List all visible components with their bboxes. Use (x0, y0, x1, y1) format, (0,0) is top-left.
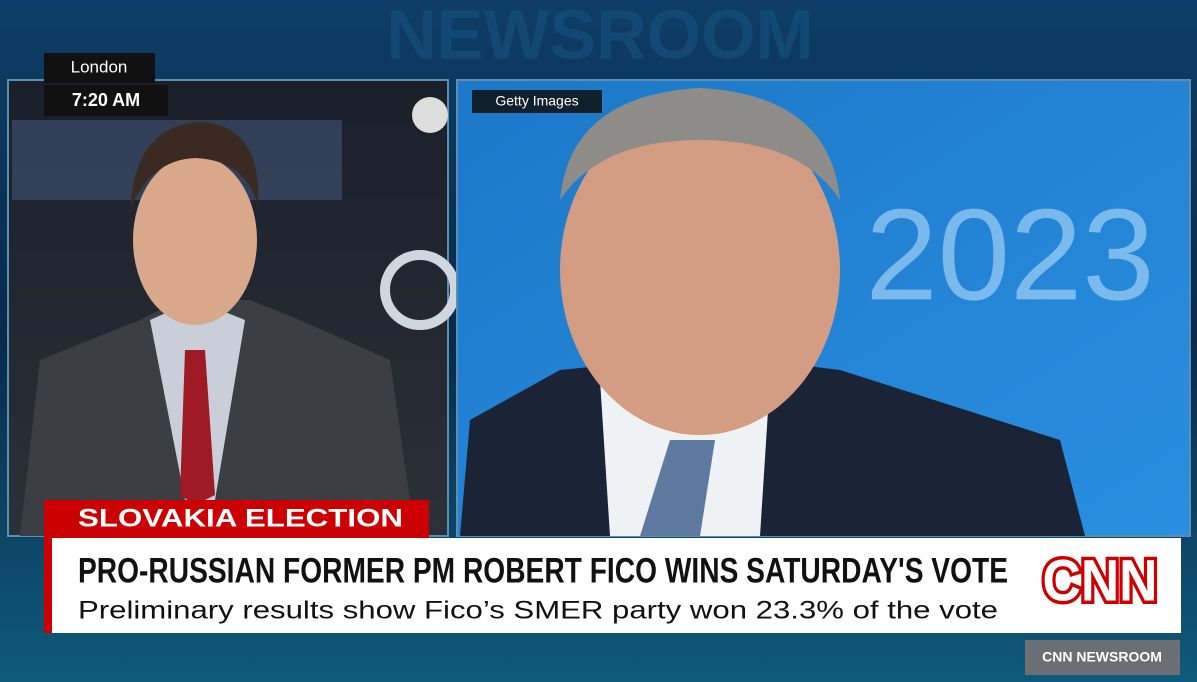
backdrop-year: 2023 (865, 181, 1154, 327)
fico-hair (560, 88, 840, 200)
time-box (44, 85, 168, 116)
lower-third-accent (44, 538, 52, 633)
show-box (1025, 640, 1180, 675)
anchor-tie (180, 350, 215, 505)
anchor-hair (130, 122, 259, 210)
cnn-logo: CNN (1043, 548, 1158, 613)
headline: PRO-RUSSIAN FORMER PM ROBERT FICO WINS S… (78, 551, 1008, 590)
credit-box (472, 90, 602, 113)
story-tag: SLOVAKIA ELECTION (78, 505, 403, 533)
fico-tie (640, 440, 715, 536)
studio-logo (380, 250, 460, 330)
fico-face (560, 105, 840, 435)
subheadline: Preliminary results show Fico’s SMER par… (78, 597, 998, 625)
show-name: CNN NEWSROOM (1042, 649, 1162, 665)
tag-banner (44, 500, 429, 539)
anchor-face (133, 155, 257, 325)
lower-third (44, 538, 1181, 633)
clock-time: 7:20 AM (72, 90, 140, 110)
photo-credit: Getty Images (495, 93, 578, 109)
clock-city: London (71, 57, 128, 76)
studio-clock (412, 97, 448, 133)
city-box (44, 53, 155, 83)
watermark: NEWSROOM (386, 0, 814, 73)
